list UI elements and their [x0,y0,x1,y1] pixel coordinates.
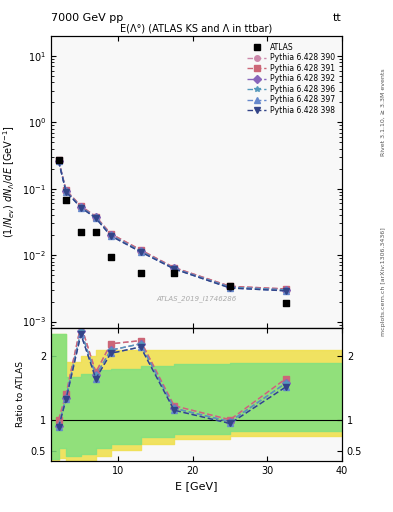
Pythia 6.428 396 [138,248,143,254]
Pythia 6.428 390 [108,230,113,237]
Text: 7000 GeV pp: 7000 GeV pp [51,13,123,23]
Pythia 6.428 391 [138,247,143,253]
Pythia 6.428 398 [138,249,143,255]
ATLAS [138,269,144,278]
Text: mcplots.cern.ch [arXiv:1306.3436]: mcplots.cern.ch [arXiv:1306.3436] [381,227,386,336]
ATLAS [93,228,99,237]
Pythia 6.428 396 [172,265,176,271]
Pythia 6.428 391 [108,230,113,237]
Pythia 6.428 398 [172,266,176,272]
Pythia 6.428 392 [172,265,176,271]
Pythia 6.428 390 [228,283,232,289]
ATLAS [108,252,114,261]
Pythia 6.428 396 [79,204,83,210]
ATLAS [78,228,84,237]
Pythia 6.428 390 [56,157,61,163]
Pythia 6.428 397 [108,233,113,239]
Pythia 6.428 397 [79,204,83,210]
Pythia 6.428 392 [284,287,288,293]
Pythia 6.428 396 [284,287,288,293]
Line: Pythia 6.428 398: Pythia 6.428 398 [56,158,289,293]
Pythia 6.428 396 [228,284,232,290]
Pythia 6.428 398 [228,285,232,291]
Text: Rivet 3.1.10, ≥ 3.3M events: Rivet 3.1.10, ≥ 3.3M events [381,69,386,157]
Pythia 6.428 396 [56,158,61,164]
Legend: ATLAS, Pythia 6.428 390, Pythia 6.428 391, Pythia 6.428 392, Pythia 6.428 396, P: ATLAS, Pythia 6.428 390, Pythia 6.428 39… [244,39,338,118]
Y-axis label: $(1/N_{ev})\ dN_\Lambda/dE\ [\mathrm{GeV}^{-1}]$: $(1/N_{ev})\ dN_\Lambda/dE\ [\mathrm{GeV… [1,125,17,239]
ATLAS [283,299,289,307]
Pythia 6.428 397 [94,215,98,221]
Pythia 6.428 396 [64,188,68,194]
Text: tt: tt [333,13,342,23]
Pythia 6.428 392 [94,215,98,221]
Pythia 6.428 392 [228,284,232,290]
Line: Pythia 6.428 390: Pythia 6.428 390 [56,157,289,292]
Pythia 6.428 397 [64,188,68,195]
Pythia 6.428 392 [56,158,61,164]
Pythia 6.428 397 [284,288,288,294]
Pythia 6.428 392 [108,232,113,238]
Pythia 6.428 390 [64,187,68,193]
Pythia 6.428 397 [56,158,61,164]
Title: E(Λ°) (ATLAS KS and Λ in ttbar): E(Λ°) (ATLAS KS and Λ in ttbar) [120,24,273,34]
Pythia 6.428 390 [138,247,143,253]
Pythia 6.428 397 [172,266,176,272]
Line: Pythia 6.428 391: Pythia 6.428 391 [56,157,289,292]
Text: ATLAS_2019_I1746286: ATLAS_2019_I1746286 [156,295,237,302]
Pythia 6.428 396 [94,215,98,221]
ATLAS [227,282,233,290]
ATLAS [63,196,69,204]
Pythia 6.428 391 [172,265,176,271]
Pythia 6.428 390 [79,203,83,209]
Line: Pythia 6.428 397: Pythia 6.428 397 [56,158,289,293]
Pythia 6.428 398 [284,288,288,294]
Pythia 6.428 398 [56,158,61,164]
Pythia 6.428 398 [94,215,98,221]
Pythia 6.428 392 [64,188,68,194]
Pythia 6.428 398 [108,233,113,239]
Pythia 6.428 392 [138,248,143,254]
Pythia 6.428 391 [56,157,61,163]
Line: Pythia 6.428 392: Pythia 6.428 392 [56,158,289,293]
Pythia 6.428 390 [94,214,98,220]
ATLAS [171,269,177,278]
Pythia 6.428 398 [64,188,68,195]
Pythia 6.428 391 [79,203,83,209]
Pythia 6.428 398 [79,204,83,210]
Pythia 6.428 396 [108,232,113,238]
X-axis label: E [GeV]: E [GeV] [175,481,218,491]
Pythia 6.428 391 [284,286,288,292]
Pythia 6.428 397 [138,249,143,255]
Pythia 6.428 391 [94,214,98,220]
Line: Pythia 6.428 396: Pythia 6.428 396 [56,158,289,293]
Pythia 6.428 391 [228,283,232,289]
Pythia 6.428 397 [228,285,232,291]
Pythia 6.428 392 [79,204,83,210]
Pythia 6.428 390 [284,286,288,292]
Pythia 6.428 390 [172,265,176,271]
ATLAS [55,156,62,164]
Y-axis label: Ratio to ATLAS: Ratio to ATLAS [16,361,25,428]
Pythia 6.428 391 [64,187,68,193]
